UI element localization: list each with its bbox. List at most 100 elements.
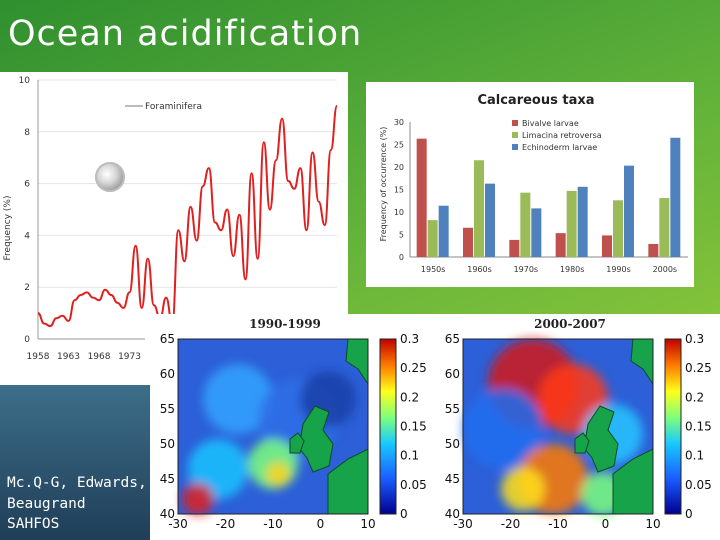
heatmap-field [182,364,356,515]
landmass-ireland [289,432,305,454]
calcareous-bar [648,243,659,257]
credit-line-org: SAHFOS [7,516,60,532]
calcareous-x-tick-label: 1960s [467,265,492,274]
foram-x-tick-label: 1963 [57,352,80,362]
calcareous-y-tick-label: 25 [394,141,404,150]
heatmap-colorbar-tick-label: 0.15 [685,420,712,434]
foram-x-tick-label: 1958 [27,352,50,362]
heatmap-y-tick-label: 60 [160,367,175,381]
map-1990s-title: 1990-1999 [249,317,321,331]
heatmap-field [463,339,643,516]
calcareous-y-tick-label: 10 [394,208,404,217]
calcareous-bar [566,190,577,257]
heatmap-colorbar-tick-label: 0.25 [685,361,712,375]
maps-svg: 1990-1999 2000-2007 40 45 50 55 60 65 -30 -20 -1… [160,317,712,531]
heatmap-y-tick-label: 65 [160,332,175,346]
calcareous-bar [509,239,520,257]
heatmap-y-tick-label: 65 [445,332,460,346]
heatmap-frame [462,338,654,515]
heatmap-y-tick-label: 50 [160,437,175,451]
foram-y-tick-label: 0 [24,335,30,345]
calcareous-taxa-bar-chart: Calcareous taxa Frequency of occurrence … [366,82,694,287]
calcareous-legend-label: Limacina retroversa [522,131,602,140]
calcareous-bar [555,233,566,257]
heatmap-blob [182,483,214,515]
acidification-maps: 1990-1999 2000-2007 40 45 50 55 60 65 -30 -20 -1… [145,314,720,540]
heatmap-y-tick-label: 55 [445,402,460,416]
heatmap-colorbar [664,338,682,515]
heatmap-x-tick-label: -10 [263,517,283,531]
foraminifera-y-axis-label: Frequency (%) [3,196,13,261]
heatmap-x-tick-label: -10 [548,517,568,531]
heatmap-colorbar-tick-label: 0.2 [400,390,419,404]
calcareous-y-tick-label: 30 [394,118,404,127]
calcareous-bar [438,205,449,257]
calcareous-y-tick-label: 15 [394,186,404,195]
heatmap-x-tick-label: 10 [360,517,375,531]
calcareous-bar [427,220,438,257]
calcareous-bar [624,165,634,257]
heatmap-colorbar-tick-label: 0.3 [685,332,704,346]
credit-line-beaugrand: Beaugrand [7,495,86,512]
heatmap-x-tick-label: -20 [216,517,236,531]
calcareous-legend-label: Bivalve larvae [522,119,579,128]
heatmap-colorbar-tick-label: 0 [400,507,408,521]
calcareous-x-tick-label: 1980s [560,265,585,274]
foram-x-tick-label: 1973 [118,352,141,362]
calcareous-bar [659,198,670,257]
heatmap-blob [266,462,290,486]
heatmap-y-tick-label: 50 [445,437,460,451]
calcareous-y-axis-label: Frequency of occurrence (%) [379,127,388,242]
heatmap-blob [501,467,545,511]
foraminifera-annotation: Foraminifera [145,102,202,112]
calcareous-chart-title: Calcareous taxa [477,93,594,108]
heatmap-x-tick-label: -30 [453,517,473,531]
foram-y-tick-label: 2 [24,283,30,293]
heatmap-x-tick-label: 0 [317,517,325,531]
heatmap-colorbar-tick-label: 0.05 [400,478,427,492]
heatmap-blob [203,364,273,434]
calcareous-bar [613,200,623,257]
heatmap-y-tick-label: 40 [445,507,460,521]
heatmap-colorbar-tick-label: 0.3 [400,332,419,346]
calcareous-x-tick-label: 1970s [514,265,539,274]
heatmap-colorbar-tick-label: 0.05 [685,478,712,492]
heatmap-colorbar-tick-label: 0.15 [400,420,427,434]
calcareous-bar [531,208,542,257]
heatmap-y-tick-label: 60 [445,367,460,381]
credit-line-authors: Mc.Q-G, Edwards, [7,475,147,491]
calcareous-bar [463,227,473,257]
calcareous-legend-swatch [512,132,518,138]
map-2000s-title: 2000-2007 [534,317,606,331]
heatmap-x-tick-label: -30 [168,517,188,531]
foram-y-tick-label: 8 [24,128,30,138]
calcareous-y-tick-label: 0 [399,253,404,262]
heatmap-colorbar [379,338,397,515]
heatmap-y-tick-label: 45 [445,472,460,486]
calcareous-y-tick-label: 5 [399,231,404,240]
heatmap-colorbar-tick-label: 0.1 [400,449,419,463]
heatmap-x-tick-label: 0 [602,517,610,531]
slide-title: Ocean acidification [8,14,363,54]
calcareous-legend-swatch [512,144,518,150]
heatmap-colorbar-tick-label: 0.2 [685,390,704,404]
calcareous-bar [670,137,681,257]
calcareous-bar [474,160,484,257]
calcareous-bar [577,186,588,257]
calcareous-chart-svg: Calcareous taxa Frequency of occurrence … [379,93,688,274]
landmass-britain [583,405,619,473]
heatmap-blob [463,389,543,469]
calcareous-bar [602,235,612,257]
heatmap-y-tick-label: 55 [160,402,175,416]
calcareous-y-tick-label: 20 [394,163,404,172]
heatmap-y-tick-label: 40 [160,507,175,521]
calcareous-bar [485,183,495,257]
calcareous-bar [416,138,427,257]
foraminifera-shell-icon [95,162,125,192]
foram-y-tick-label: 4 [24,231,30,241]
heatmap-colorbar-tick-label: 0.25 [400,361,427,375]
foram-y-tick-label: 6 [24,180,30,190]
heatmap-colorbar-tick-label: 0.1 [685,449,704,463]
calcareous-x-tick-label: 1990s [606,265,631,274]
heatmap-y-tick-label: 45 [160,472,175,486]
